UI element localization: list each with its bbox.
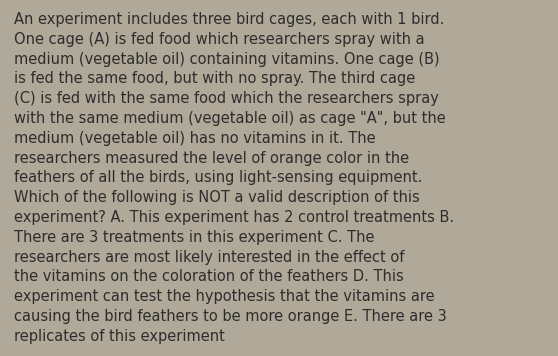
Text: An experiment includes three bird cages, each with 1 bird.
One cage (A) is fed f: An experiment includes three bird cages,… [14,12,454,344]
